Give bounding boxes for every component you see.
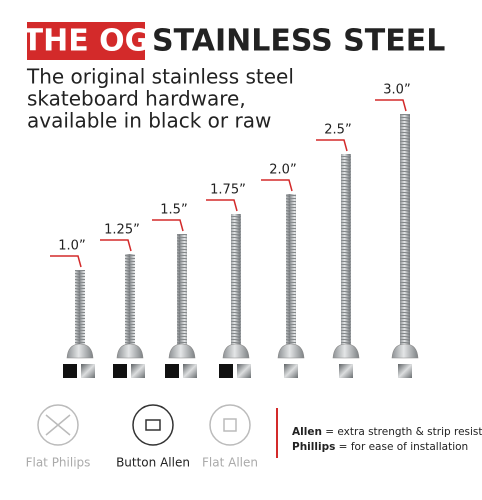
bolt-shaft (341, 154, 351, 348)
bolt-shaft (125, 254, 135, 348)
swatch-black (113, 364, 127, 378)
bolt-head (116, 343, 144, 359)
legend-row: Allen = extra strength & strip resistanc… (292, 426, 482, 438)
label-pointer (152, 219, 184, 232)
label-pointer (100, 239, 132, 252)
swatch-black (165, 364, 179, 378)
legend-term: Phillips (292, 441, 335, 453)
head-label: Button Allen (116, 456, 190, 470)
swatch-raw (81, 364, 95, 378)
swatch-raw (284, 364, 298, 378)
bolt-shaft (400, 114, 410, 348)
legend-text: = for ease of installation (335, 441, 468, 453)
length-label: 2.0” (269, 163, 296, 178)
bolt-head (168, 343, 196, 359)
swatch-raw (183, 364, 197, 378)
swatch-black (63, 364, 77, 378)
swatch-raw (131, 364, 145, 378)
subtitle-line: skateboard hardware, (27, 87, 246, 111)
head-icons (37, 404, 251, 446)
legend-text: = extra strength & strip resistance (322, 426, 482, 438)
label-pointer (50, 255, 82, 268)
label-pointer (261, 179, 293, 192)
length-label: 3.0” (383, 83, 410, 98)
length-label: 1.5” (160, 203, 187, 218)
bolt-head (332, 343, 360, 359)
label-pointer (206, 199, 238, 212)
swatch-black (219, 364, 233, 378)
swatch-raw (398, 364, 412, 378)
legend-row: Phillips = for ease of installation (292, 441, 468, 453)
title: STAINLESS STEEL (152, 24, 445, 59)
bolt-head (277, 343, 305, 359)
head-label: Flat Philips (26, 456, 91, 470)
label-pointer (375, 99, 407, 112)
subtitle-line: The original stainless steel (26, 65, 294, 89)
bolt-head (222, 343, 250, 359)
length-label: 1.0” (58, 239, 85, 254)
bolt-shaft (177, 234, 187, 348)
head-label: Flat Allen (202, 456, 258, 470)
bolt-shaft (286, 194, 296, 348)
length-label: 1.25” (104, 223, 140, 238)
swatch-raw (237, 364, 251, 378)
legend-term: Allen (292, 426, 322, 438)
length-label: 1.75” (210, 183, 246, 198)
length-label: 2.5” (324, 123, 351, 138)
badge-box (27, 22, 145, 60)
bolt-head (391, 343, 419, 359)
bolt-shaft (75, 270, 85, 348)
subtitle-line: available in black or raw (27, 109, 271, 133)
bolt-head (66, 343, 94, 359)
label-pointer (316, 139, 348, 152)
bolt-shaft (231, 214, 241, 348)
badge: THE OG (23, 24, 150, 59)
swatch-raw (339, 364, 353, 378)
bolts: 1.0” 1.25” 1.5” 1.75” 2.0” 2.5” 3.0” (50, 83, 419, 378)
